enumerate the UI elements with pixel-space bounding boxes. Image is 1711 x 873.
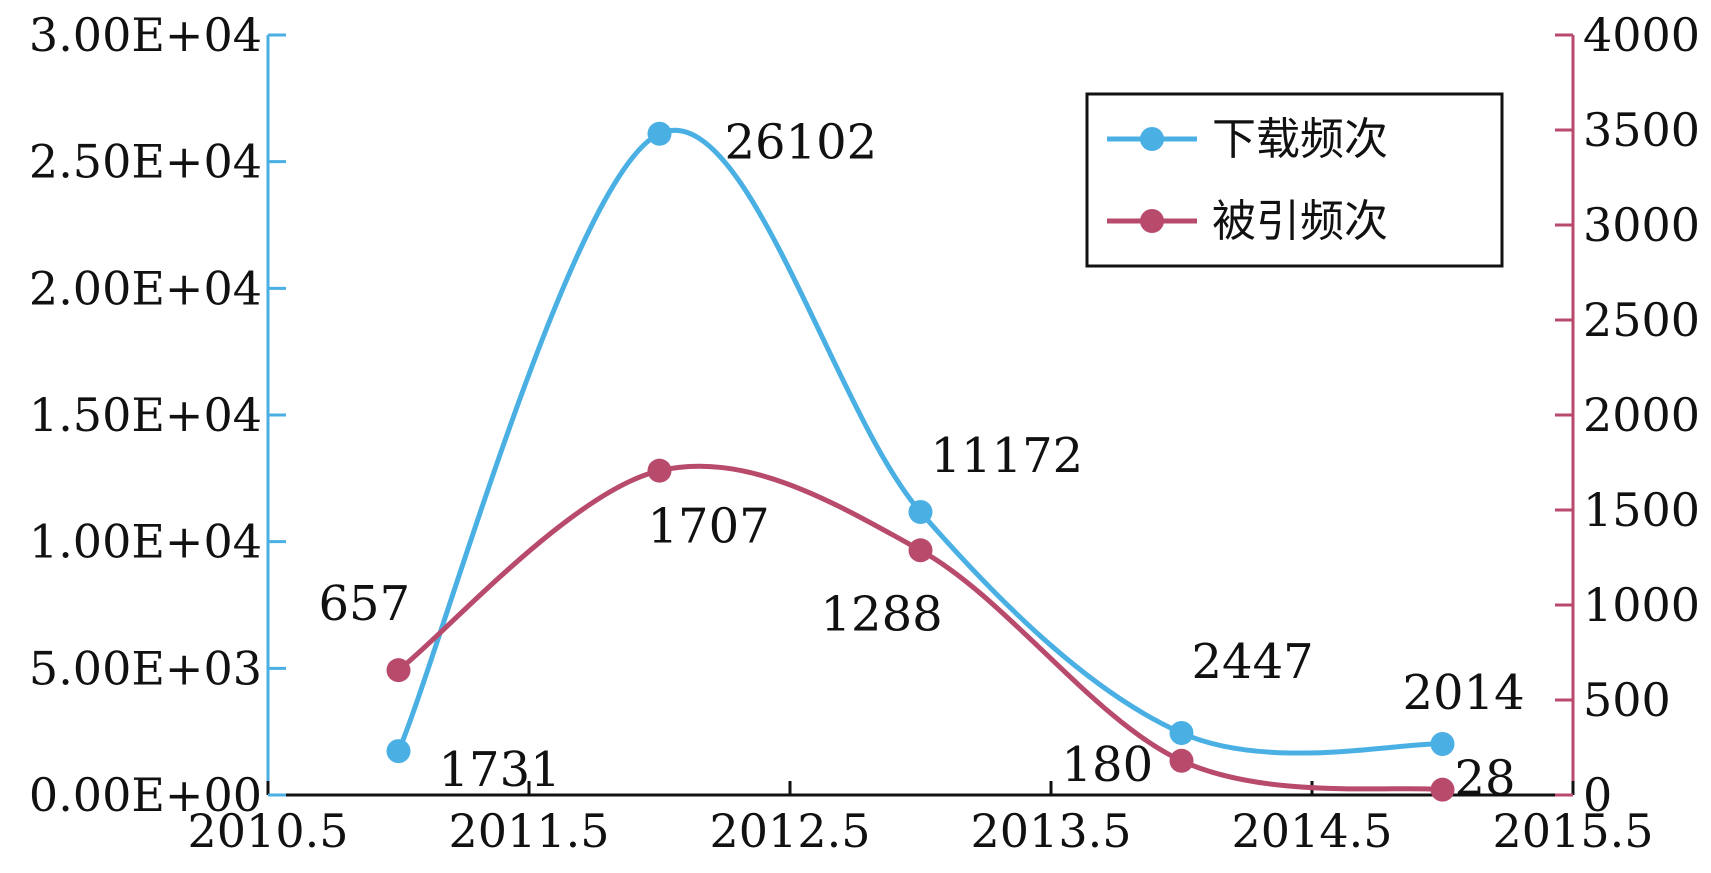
y-right-tick-label: 1500: [1583, 483, 1700, 537]
data-label: 2014: [1403, 665, 1525, 721]
y-right-tick-label: 500: [1583, 673, 1671, 727]
x-tick-label: 2010.5: [188, 804, 349, 858]
data-point: [1169, 721, 1194, 746]
data-label: 2447: [1192, 634, 1314, 690]
y-left-tick-label: 2.00E+04: [29, 261, 262, 315]
y-left-tick-label: 3.00E+04: [29, 8, 262, 62]
data-point: [908, 538, 933, 563]
y-right-tick-label: 4000: [1583, 8, 1700, 62]
y-left-tick-label: 0.00E+00: [29, 768, 262, 822]
series-points: [386, 121, 1455, 802]
x-tick-label: 2014.5: [1232, 804, 1393, 858]
y-right-tick-label: 3000: [1583, 198, 1700, 252]
data-label: 180: [1062, 737, 1154, 793]
legend-swatch-marker: [1140, 127, 1164, 151]
data-point: [647, 458, 672, 483]
y-right-tick-label: 0: [1583, 768, 1612, 822]
data-point: [1430, 731, 1455, 756]
data-label: 1707: [648, 499, 770, 555]
data-point: [386, 658, 411, 683]
data-labels: 1731 26102 11172 2447 2014 657 1707 1288 180 28: [319, 115, 1525, 807]
data-point: [386, 739, 411, 764]
data-point: [647, 121, 672, 146]
legend-label: 下载频次: [1212, 114, 1388, 165]
data-label: 26102: [725, 115, 878, 171]
legend-swatch-marker: [1140, 209, 1164, 233]
data-point: [908, 499, 933, 524]
y-right-tick-label: 1000: [1583, 578, 1700, 632]
data-label: 1731: [439, 742, 561, 798]
y-left-tick-label: 5.00E+03: [29, 641, 262, 695]
legend-box: [1085, 92, 1504, 268]
y-left-tick-label: 2.50E+04: [29, 135, 262, 189]
legend-label: 被引频次: [1212, 196, 1388, 247]
y-right-tick-label: 3500: [1583, 103, 1700, 157]
y-right-tick-label: 2500: [1583, 293, 1700, 347]
y-right-tick-label: 2000: [1583, 388, 1700, 442]
data-label: 28: [1455, 751, 1516, 807]
axes: 2010.5 2011.5 2012.5 2013.5 2014.5 2015.5 0.00…: [29, 8, 1700, 858]
x-tick-label: 2012.5: [710, 804, 871, 858]
data-label: 1288: [821, 586, 943, 642]
data-point: [1169, 748, 1194, 773]
x-tick-label: 2013.5: [971, 804, 1132, 858]
y-left-tick-label: 1.50E+04: [29, 388, 262, 442]
data-point: [1430, 777, 1455, 802]
x-tick-label: 2015.5: [1493, 804, 1654, 858]
data-label: 657: [319, 576, 411, 632]
y-left-tick-label: 1.00E+04: [29, 515, 262, 569]
x-tick-label: 2011.5: [449, 804, 610, 858]
data-label: 11172: [931, 428, 1084, 484]
series-line: [396, 128, 1443, 756]
